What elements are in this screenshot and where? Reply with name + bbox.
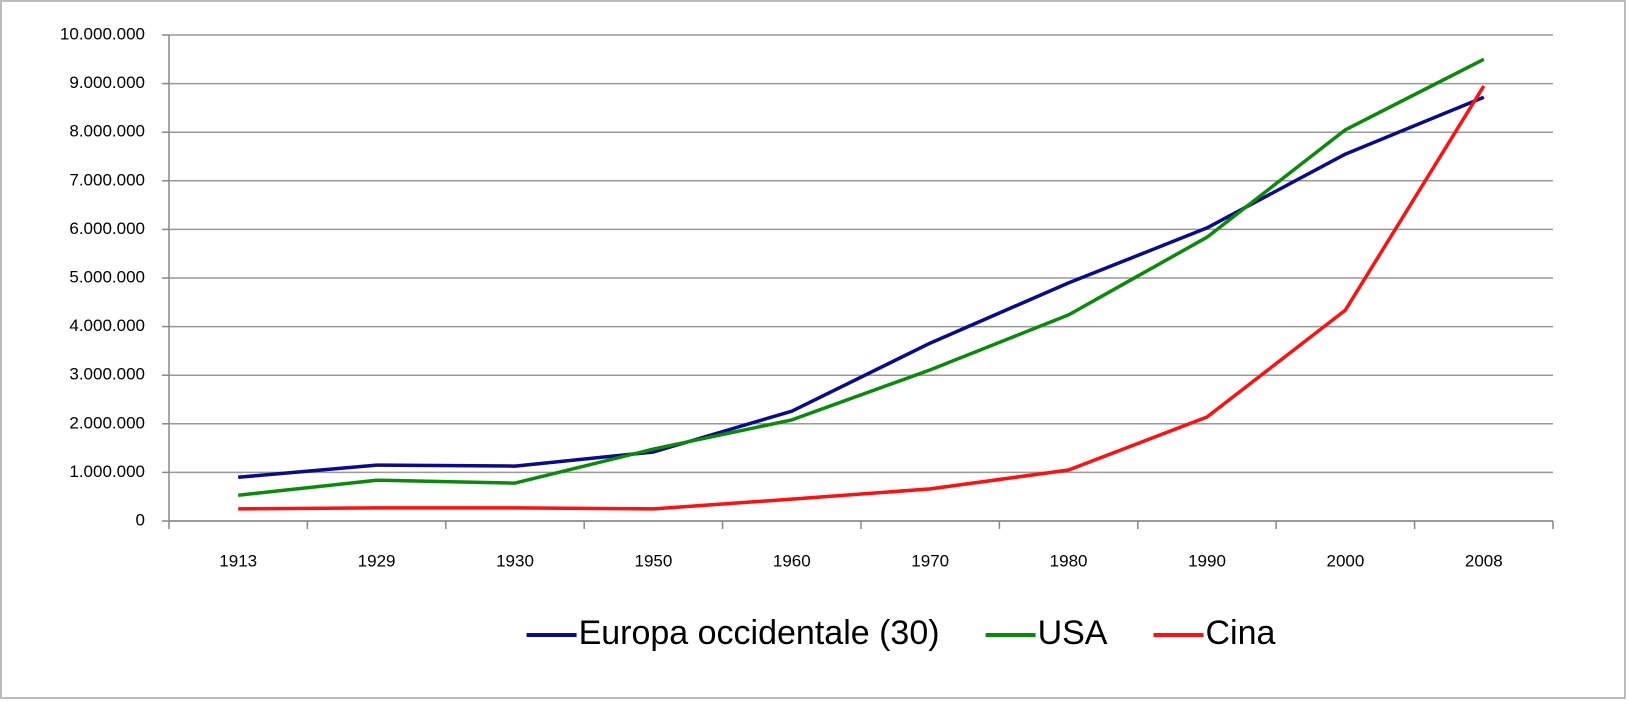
series-line: [238, 95, 1485, 480]
legend-label: USA: [1038, 614, 1108, 652]
x-tick-label: 1970: [911, 551, 949, 570]
x-tick-label: 1930: [496, 551, 534, 570]
y-tick-label: 9.000.000: [69, 73, 145, 92]
y-tick-label: 3.000.000: [69, 365, 145, 384]
legend-label: Cina: [1206, 614, 1276, 652]
x-tick-label: 1950: [634, 551, 672, 570]
y-tick-label: 1.000.000: [69, 462, 145, 481]
series-line: [238, 85, 1486, 511]
y-tick-label: 5.000.000: [69, 267, 145, 286]
series-line: [238, 57, 1485, 497]
y-tick-label: 6.000.000: [69, 219, 145, 238]
legend-label: Europa occidentale (30): [579, 614, 940, 652]
y-tick-label: 7.000.000: [69, 170, 145, 189]
x-tick-label: 2000: [1326, 551, 1364, 570]
y-tick-label: 0: [136, 510, 145, 529]
y-tick-label: 4.000.000: [69, 316, 145, 335]
x-tick-label: 2008: [1465, 551, 1503, 570]
x-tick-label: 1980: [1050, 551, 1088, 570]
y-tick-label: 8.000.000: [69, 122, 145, 141]
x-tick-label: 1960: [773, 551, 811, 570]
x-tick-label: 1990: [1188, 551, 1226, 570]
x-tick-label: 1913: [219, 551, 257, 570]
y-tick-label: 10.000.000: [60, 24, 145, 43]
x-tick-label: 1929: [358, 551, 396, 570]
y-tick-label: 2.000.000: [69, 413, 145, 432]
